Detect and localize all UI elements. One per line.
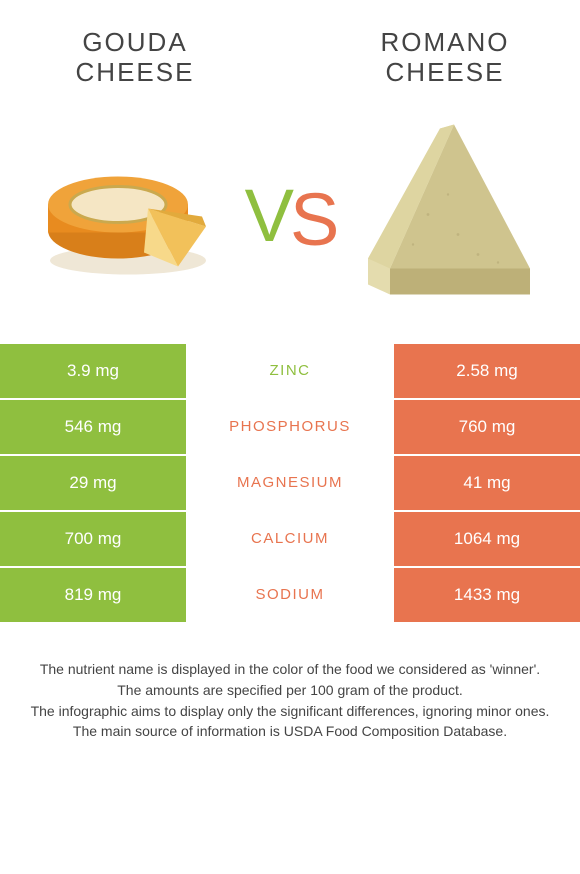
infographic-page: GOUDA CHEESE ROMANO CHEESE	[0, 0, 580, 874]
hero-row: VS	[0, 96, 580, 336]
table-row: 819 mgSODIUM1433 mg	[0, 566, 580, 622]
left-value: 29 mg	[0, 456, 186, 510]
table-row: 3.9 mgZINC2.58 mg	[0, 342, 580, 398]
left-value: 546 mg	[0, 400, 186, 454]
title-row: GOUDA CHEESE ROMANO CHEESE	[0, 0, 580, 88]
right-item-image	[350, 118, 540, 313]
nutrient-label: PHOSPHORUS	[186, 400, 394, 454]
footer-line-4: The main source of information is USDA F…	[22, 722, 558, 741]
right-item-title: ROMANO CHEESE	[350, 28, 540, 88]
table-row: 700 mgCALCIUM1064 mg	[0, 510, 580, 566]
left-value: 3.9 mg	[0, 344, 186, 398]
right-title-line1: ROMANO	[381, 27, 510, 57]
nutrient-label: SODIUM	[186, 568, 394, 622]
table-row: 29 mgMAGNESIUM41 mg	[0, 454, 580, 510]
nutrient-label: ZINC	[186, 344, 394, 398]
left-value: 700 mg	[0, 512, 186, 566]
vs-label: VS	[245, 179, 336, 253]
left-item-image	[40, 138, 220, 293]
footer-line-1: The nutrient name is displayed in the co…	[22, 660, 558, 679]
vs-s: S	[290, 183, 335, 257]
table-row: 546 mgPHOSPHORUS760 mg	[0, 398, 580, 454]
left-title-line2: CHEESE	[76, 57, 195, 87]
nutrient-label: MAGNESIUM	[186, 456, 394, 510]
right-value: 1064 mg	[394, 512, 580, 566]
vs-v: V	[245, 179, 290, 253]
left-title-line1: GOUDA	[82, 27, 187, 57]
right-value: 2.58 mg	[394, 344, 580, 398]
left-value: 819 mg	[0, 568, 186, 622]
gouda-cheese-icon	[40, 138, 220, 288]
right-title-line2: CHEESE	[386, 57, 505, 87]
nutrient-label: CALCIUM	[186, 512, 394, 566]
footer-notes: The nutrient name is displayed in the co…	[0, 622, 580, 742]
footer-line-3: The infographic aims to display only the…	[22, 702, 558, 721]
comparison-table: 3.9 mgZINC2.58 mg546 mgPHOSPHORUS760 mg2…	[0, 342, 580, 622]
right-value: 760 mg	[394, 400, 580, 454]
right-value: 1433 mg	[394, 568, 580, 622]
romano-cheese-icon	[350, 118, 540, 308]
right-value: 41 mg	[394, 456, 580, 510]
footer-line-2: The amounts are specified per 100 gram o…	[22, 681, 558, 700]
left-item-title: GOUDA CHEESE	[40, 28, 230, 88]
